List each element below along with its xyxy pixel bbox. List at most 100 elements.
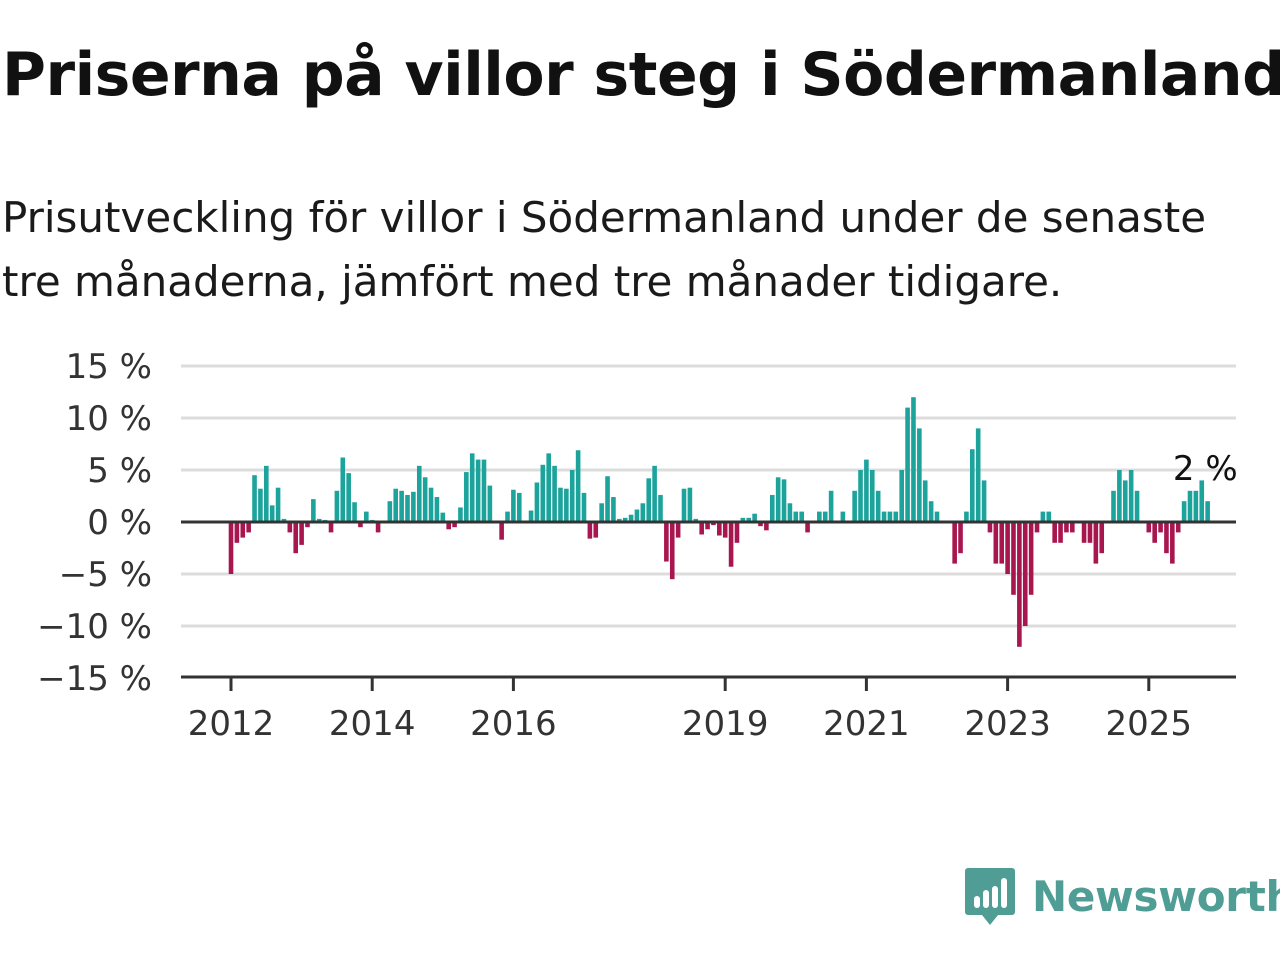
bar — [705, 522, 710, 530]
bar — [652, 465, 657, 522]
bar — [646, 478, 652, 522]
bar — [1181, 501, 1187, 522]
bar — [905, 407, 910, 522]
bar — [240, 522, 246, 538]
bar — [734, 522, 740, 543]
bar — [775, 477, 781, 522]
bar — [634, 509, 640, 522]
bar — [628, 514, 634, 522]
bar — [711, 522, 716, 526]
bar — [558, 487, 563, 522]
bar — [799, 511, 804, 522]
y-tick-label: 0 % — [87, 503, 152, 543]
bar — [458, 507, 463, 522]
bar — [1152, 522, 1157, 543]
bar — [275, 487, 281, 522]
bar — [299, 522, 304, 545]
bar — [828, 490, 834, 522]
y-tick-label: −10 % — [37, 607, 152, 647]
bar — [981, 480, 987, 522]
bar — [852, 490, 857, 522]
bar — [405, 494, 410, 522]
bar — [793, 511, 799, 522]
bar — [399, 490, 404, 522]
bar — [446, 522, 451, 530]
bar — [728, 522, 734, 567]
bar — [258, 488, 263, 522]
bar — [611, 497, 616, 522]
gridlines — [181, 364, 1236, 628]
bar — [864, 459, 869, 522]
y-tick-label: 10 % — [66, 399, 152, 439]
bar — [1146, 522, 1152, 533]
bar — [1164, 522, 1169, 554]
annotations: 2 % — [1173, 449, 1238, 489]
bar — [664, 522, 669, 562]
bar — [516, 492, 522, 522]
bar — [1170, 522, 1175, 564]
bar — [1187, 490, 1193, 522]
bar — [687, 487, 693, 522]
bar — [534, 482, 540, 522]
bar — [346, 473, 351, 522]
bar — [1017, 522, 1022, 647]
bar — [487, 485, 493, 522]
bar — [758, 522, 763, 527]
bar — [869, 470, 875, 522]
bar — [740, 517, 746, 522]
bar — [252, 475, 257, 522]
x-tick-label: 2025 — [1106, 704, 1193, 744]
bar — [817, 511, 822, 522]
bar — [1205, 501, 1210, 522]
bar — [1005, 522, 1010, 574]
bar — [1058, 522, 1063, 543]
bar — [440, 512, 446, 522]
bar — [481, 459, 487, 522]
bar — [1158, 522, 1163, 533]
bar — [1122, 480, 1128, 522]
bar — [387, 501, 393, 522]
bar — [546, 453, 551, 522]
x-axis: 2012 2014 2016 2019 2021 2023 2025 — [181, 520, 1236, 744]
bar — [411, 491, 416, 522]
bar — [640, 503, 646, 522]
bar-chart-speech-bubble-icon — [965, 868, 1015, 925]
bar — [717, 522, 722, 536]
bar — [416, 465, 422, 522]
bar — [1117, 470, 1122, 522]
bar — [1099, 522, 1105, 554]
bar — [511, 489, 516, 522]
bar — [311, 499, 316, 522]
bar — [1134, 490, 1140, 522]
bar — [1064, 522, 1069, 533]
y-tick-label: −15 % — [37, 659, 152, 699]
bar — [958, 522, 963, 554]
bar — [1111, 490, 1116, 522]
bar — [364, 511, 369, 522]
bar — [552, 465, 557, 522]
bar — [1034, 522, 1040, 533]
y-tick-label: −5 % — [59, 555, 152, 595]
brand-name: Newsworthy — [1032, 871, 1280, 921]
bar — [328, 522, 334, 533]
bar — [334, 490, 340, 522]
bar — [575, 450, 581, 522]
bar — [422, 477, 428, 522]
bar — [1087, 522, 1093, 543]
bar — [622, 517, 628, 522]
bar — [887, 511, 893, 522]
last-value-label: 2 % — [1173, 449, 1238, 489]
bar — [281, 518, 287, 522]
bar — [617, 518, 622, 522]
bar — [805, 522, 810, 533]
bar — [234, 522, 240, 543]
bar — [893, 511, 899, 522]
bar — [293, 522, 299, 554]
bar — [1193, 490, 1199, 522]
bar — [764, 522, 769, 531]
bar — [352, 502, 357, 522]
bar — [993, 522, 999, 564]
bar — [469, 453, 475, 522]
bar — [569, 470, 575, 522]
bar — [934, 511, 940, 522]
